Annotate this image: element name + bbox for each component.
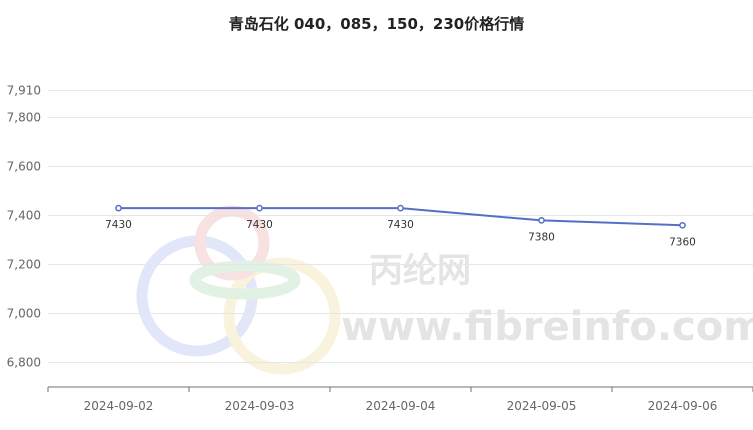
y-tick-label: 7,400 bbox=[7, 209, 41, 223]
data-point bbox=[115, 204, 122, 212]
data-label: 7380 bbox=[528, 231, 555, 243]
data-label: 7360 bbox=[669, 236, 696, 248]
y-tick-label: 7,910 bbox=[7, 84, 41, 98]
x-tick-label: 2024-09-06 bbox=[648, 399, 718, 413]
y-tick-label: 7,800 bbox=[7, 111, 41, 125]
data-labels: 7430 7430 7430 7380 7360 bbox=[105, 219, 696, 248]
data-label: 7430 bbox=[387, 219, 414, 231]
axes: 6,800 7,000 7,200 7,400 7,600 7,800 7,910 2024-… bbox=[7, 84, 753, 413]
watermark-text-cn: 丙纶网 bbox=[369, 251, 471, 291]
x-tick-label: 2024-09-05 bbox=[507, 399, 577, 413]
data-label: 7430 bbox=[105, 219, 132, 231]
watermark-rings-logo bbox=[136, 205, 341, 375]
x-tick-label: 2024-09-04 bbox=[366, 399, 436, 413]
y-tick-label: 6,800 bbox=[7, 356, 41, 370]
grid-lines bbox=[48, 90, 753, 363]
data-point bbox=[397, 204, 404, 212]
data-label: 7430 bbox=[246, 219, 273, 231]
data-point bbox=[538, 217, 545, 224]
y-tick-label: 7,600 bbox=[7, 160, 41, 174]
x-tick-label: 2024-09-03 bbox=[225, 399, 295, 413]
watermark: 丙纶网 www.fibreinfo.com bbox=[136, 205, 753, 375]
series-layer bbox=[115, 204, 686, 229]
x-tick-label: 2024-09-02 bbox=[84, 399, 154, 413]
data-point bbox=[256, 204, 263, 212]
watermark-text-url: www.fibreinfo.com bbox=[341, 304, 753, 350]
y-tick-label: 7,000 bbox=[7, 307, 41, 321]
data-point bbox=[679, 221, 686, 229]
chart-title: 青岛石化 040，085，150，230价格行情 bbox=[228, 15, 525, 33]
y-tick-label: 7,200 bbox=[7, 258, 41, 272]
